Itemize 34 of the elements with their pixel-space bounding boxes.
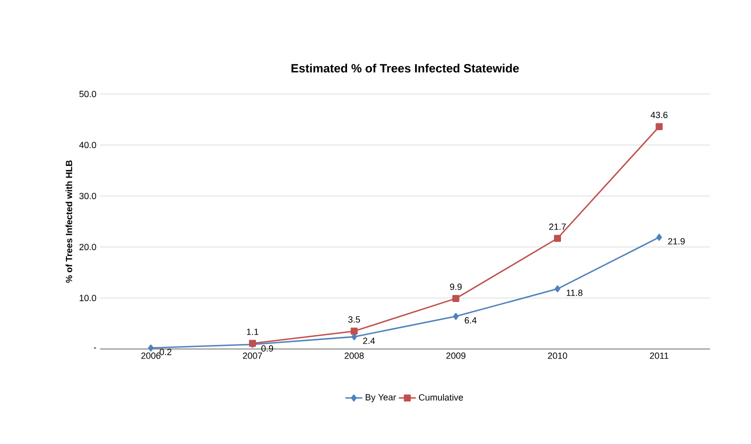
- x-tick-label: 2009: [446, 352, 466, 359]
- data-label: 9.9: [450, 284, 462, 290]
- legend-label: Cumulative: [418, 394, 463, 401]
- data-label: 3.5: [348, 316, 360, 323]
- x-tick-label: 2006: [141, 352, 160, 359]
- point: [656, 123, 663, 130]
- point: [554, 285, 560, 292]
- data-label: 1.1: [246, 328, 258, 335]
- x-tick-label: 2011: [650, 352, 668, 359]
- data-label: 11.8: [566, 290, 582, 296]
- data-label: 0.9: [261, 345, 274, 352]
- x-tick-label: 2010: [548, 352, 568, 359]
- point: [148, 344, 154, 352]
- legend-label: By Year: [366, 394, 396, 402]
- y-tick-label: 30.0: [79, 192, 96, 200]
- y-tick-label: 50.0: [79, 90, 96, 98]
- data-label: 43.6: [650, 112, 668, 118]
- data-label: 0.2: [160, 348, 172, 356]
- y-tick-label: 10.0: [80, 294, 96, 302]
- point: [453, 312, 459, 320]
- y-tick-label: 20.0: [79, 244, 96, 250]
- data-label: 21.9: [668, 238, 685, 244]
- point: [656, 234, 662, 241]
- point: [350, 328, 358, 335]
- point: [554, 234, 561, 242]
- x-tick-label: 2008: [344, 352, 364, 359]
- point: [452, 295, 460, 302]
- chart-title: Estimated % of Trees Infected Statewide: [292, 64, 519, 72]
- data-label: 2.4: [363, 338, 375, 344]
- data-label: 21.7: [549, 224, 566, 230]
- y-tick-label: 40.0: [79, 142, 96, 148]
- y-axis-title: % of Trees Infected with HLB: [66, 160, 72, 283]
- data-label: 6.4: [464, 317, 477, 324]
- x-tick-label: 2007: [242, 352, 262, 359]
